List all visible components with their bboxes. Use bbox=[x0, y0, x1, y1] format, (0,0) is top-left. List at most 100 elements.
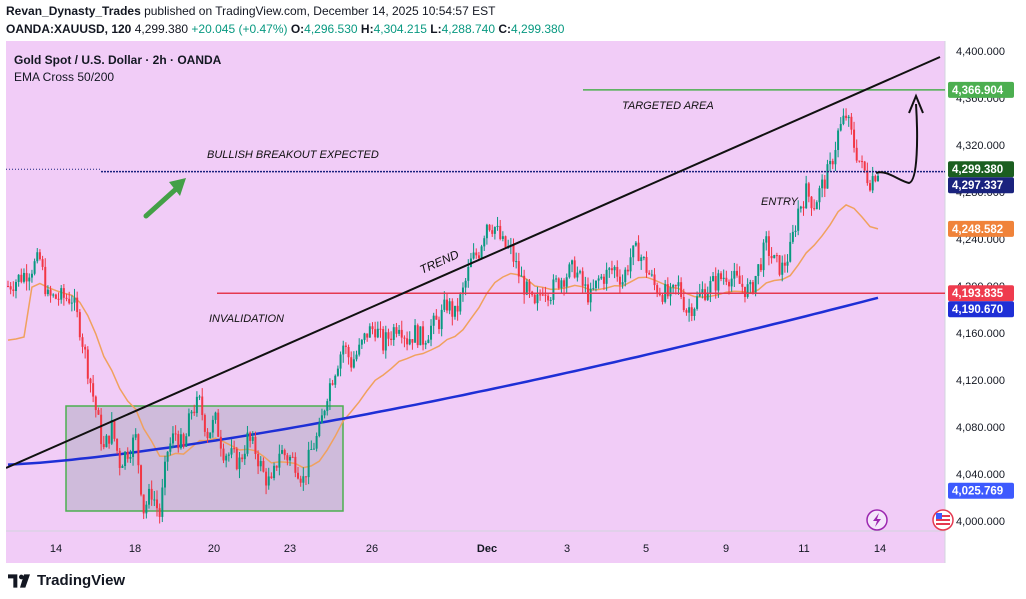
candle-body bbox=[850, 116, 853, 130]
candle-body bbox=[62, 288, 65, 298]
candle-body bbox=[323, 410, 326, 416]
candle-body bbox=[826, 164, 829, 189]
candle-body bbox=[720, 273, 723, 280]
candle-body bbox=[706, 293, 709, 300]
candle-body bbox=[259, 461, 262, 467]
candle-body bbox=[805, 183, 808, 209]
price-tick-label: 4,240.000 bbox=[956, 234, 1005, 246]
tradingview-footer[interactable]: TradingView bbox=[8, 572, 125, 589]
candle-body bbox=[179, 434, 182, 449]
candle-body bbox=[488, 224, 491, 231]
candle-body bbox=[219, 436, 222, 449]
candle-body bbox=[342, 345, 345, 355]
candle-body bbox=[142, 494, 145, 514]
candle-body bbox=[584, 284, 587, 286]
price-tick-label: 4,400.000 bbox=[956, 46, 1005, 58]
flag-icon[interactable] bbox=[932, 509, 954, 531]
time-tick-label: 18 bbox=[129, 543, 141, 555]
candle-body bbox=[20, 274, 23, 282]
price-label-low: 4,025.769 bbox=[948, 482, 1014, 499]
projection-path[interactable] bbox=[875, 103, 919, 185]
time-tick-label: 20 bbox=[208, 543, 220, 555]
candle-body bbox=[124, 451, 127, 467]
candle-body bbox=[813, 208, 816, 210]
candle-body bbox=[847, 116, 850, 119]
candle-body bbox=[645, 257, 648, 273]
candle-body bbox=[347, 346, 350, 358]
lightning-icon[interactable] bbox=[866, 509, 888, 531]
chart-pane[interactable]: TARGETED AREA BULLISH BREAKOUT EXPECTED … bbox=[6, 41, 1020, 563]
candle-body bbox=[310, 449, 313, 451]
candle-body bbox=[568, 264, 571, 278]
candle-body bbox=[129, 456, 132, 459]
candle-body bbox=[336, 368, 339, 376]
candle-body bbox=[57, 298, 60, 300]
candle-body bbox=[110, 420, 113, 444]
legend-title[interactable]: Gold Spot / U.S. Dollar · 2h · OANDA bbox=[14, 53, 222, 67]
high-value: 4,304.215 bbox=[373, 22, 427, 36]
candle-body bbox=[36, 252, 39, 262]
price-change: +20.045 (+0.47%) bbox=[191, 22, 288, 36]
candle-body bbox=[92, 383, 95, 397]
candle-body bbox=[400, 329, 403, 338]
candle-body bbox=[799, 206, 802, 209]
candle-body bbox=[406, 338, 409, 345]
candle-body bbox=[845, 115, 848, 119]
candle-body bbox=[839, 123, 842, 131]
price-label-last: 4,299.380 bbox=[948, 161, 1014, 178]
candle-body bbox=[384, 332, 387, 351]
legend-indicator[interactable]: EMA Cross 50/200 bbox=[14, 70, 114, 84]
open-value: 4,296.530 bbox=[304, 22, 358, 36]
candle-body bbox=[613, 266, 616, 271]
candle-body bbox=[443, 299, 446, 310]
candle-body bbox=[557, 278, 560, 289]
bullish-breakout-text[interactable]: BULLISH BREAKOUT EXPECTED bbox=[207, 149, 379, 161]
candle-body bbox=[648, 272, 651, 275]
svg-text:4,190.670: 4,190.670 bbox=[952, 304, 1003, 316]
trend-line[interactable] bbox=[6, 56, 941, 469]
green-arrow-icon[interactable] bbox=[143, 178, 186, 219]
candle-body bbox=[9, 286, 12, 290]
ema-200-line[interactable] bbox=[7, 296, 879, 466]
ema-50-line[interactable] bbox=[7, 204, 879, 469]
publish-text: published on TradingView.com, December 1… bbox=[140, 4, 496, 18]
price-label-ema-slow: 4,190.670 bbox=[948, 301, 1014, 318]
candle-body bbox=[605, 269, 608, 284]
candle-body bbox=[783, 262, 786, 266]
candle-body bbox=[592, 288, 595, 290]
candles-layer bbox=[7, 108, 879, 524]
candle-body bbox=[600, 276, 603, 279]
candle-body bbox=[618, 276, 621, 285]
candle-body bbox=[520, 275, 523, 277]
entry-text[interactable]: ENTRY bbox=[761, 196, 799, 208]
candle-body bbox=[251, 436, 254, 441]
candle-body bbox=[483, 238, 486, 247]
candle-body bbox=[17, 274, 20, 283]
candle-body bbox=[84, 346, 87, 350]
candle-body bbox=[169, 443, 172, 452]
invalidation-text[interactable]: INVALIDATION bbox=[209, 313, 284, 325]
candle-body bbox=[158, 508, 161, 517]
candle-body bbox=[366, 333, 369, 338]
candle-body bbox=[743, 286, 746, 297]
candle-body bbox=[786, 261, 789, 266]
candle-body bbox=[116, 438, 119, 451]
author-name[interactable]: Revan_Dynasty_Trades bbox=[6, 4, 141, 18]
candle-body bbox=[416, 325, 419, 346]
candle-body bbox=[350, 357, 353, 368]
price-tick-label: 4,000.000 bbox=[956, 516, 1005, 528]
candle-body bbox=[379, 328, 382, 330]
projection-arrowhead-icon bbox=[908, 93, 924, 114]
candle-body bbox=[76, 297, 79, 313]
candle-body bbox=[594, 280, 597, 289]
candle-body bbox=[390, 338, 393, 340]
candle-body bbox=[376, 328, 379, 338]
candle-body bbox=[738, 275, 741, 284]
candle-body bbox=[475, 252, 478, 256]
candle-body bbox=[374, 329, 377, 338]
candle-body bbox=[113, 420, 116, 439]
targeted-area-text[interactable]: TARGETED AREA bbox=[622, 100, 714, 112]
candle-body bbox=[286, 455, 289, 461]
candle-body bbox=[60, 288, 63, 300]
candle-body bbox=[318, 423, 321, 436]
